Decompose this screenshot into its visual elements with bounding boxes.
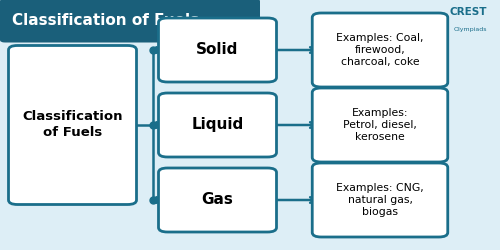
Text: Olympiads: Olympiads <box>454 27 488 32</box>
FancyBboxPatch shape <box>8 46 136 204</box>
FancyBboxPatch shape <box>0 0 260 42</box>
Text: Classification of Fuels: Classification of Fuels <box>12 13 200 28</box>
Text: Liquid: Liquid <box>192 118 244 132</box>
FancyBboxPatch shape <box>158 18 276 82</box>
Text: Examples: CNG,
natural gas,
biogas: Examples: CNG, natural gas, biogas <box>336 182 424 218</box>
Text: Gas: Gas <box>202 192 234 208</box>
FancyBboxPatch shape <box>158 93 276 157</box>
FancyBboxPatch shape <box>312 163 448 237</box>
Text: CREST: CREST <box>450 7 488 17</box>
FancyBboxPatch shape <box>312 88 448 162</box>
Text: Classification
of Fuels: Classification of Fuels <box>22 110 123 140</box>
Text: Solid: Solid <box>196 42 238 58</box>
FancyBboxPatch shape <box>312 13 448 87</box>
FancyBboxPatch shape <box>158 168 276 232</box>
Text: Examples:
Petrol, diesel,
kerosene: Examples: Petrol, diesel, kerosene <box>343 108 417 142</box>
Text: Examples: Coal,
firewood,
charcoal, coke: Examples: Coal, firewood, charcoal, coke <box>336 32 424 68</box>
